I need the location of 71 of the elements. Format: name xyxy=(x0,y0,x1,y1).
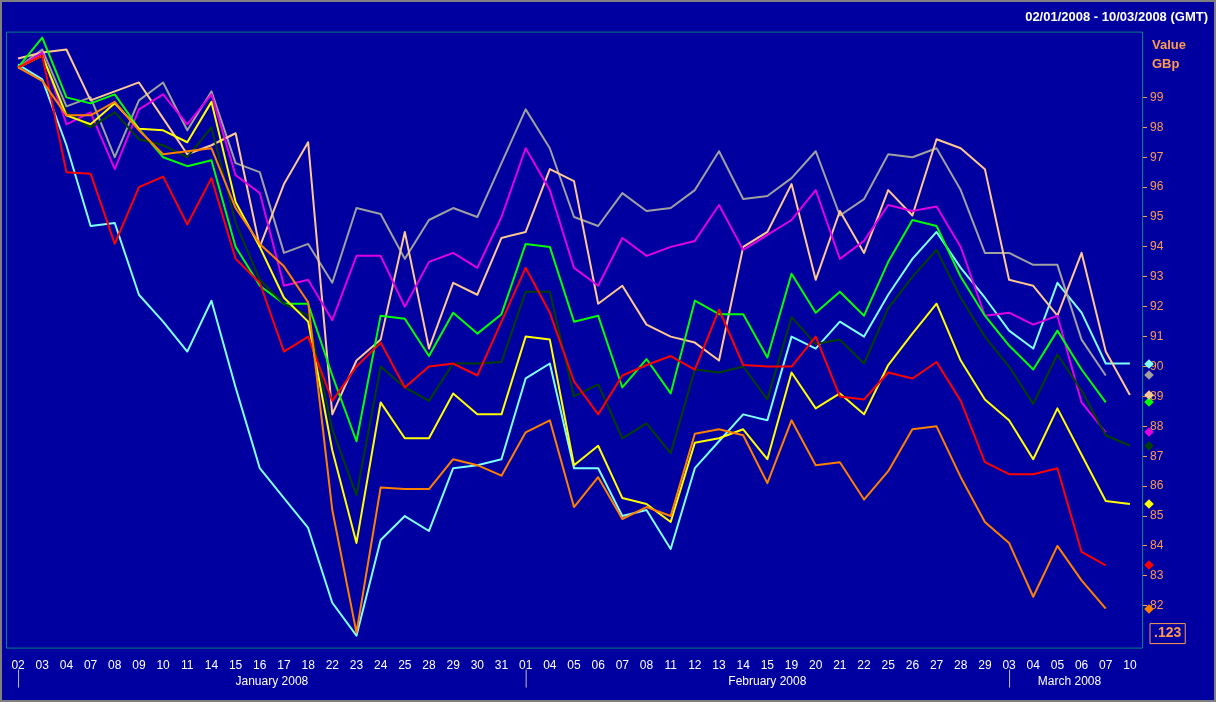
y-tick-label: 86 xyxy=(1150,478,1164,493)
y-tick-label: 98 xyxy=(1150,119,1164,134)
y-tick-label: 93 xyxy=(1150,269,1164,284)
chart-title: 02/01/2008 - 10/03/2008 (GMT) xyxy=(1025,9,1208,25)
y-tick-label: 97 xyxy=(1150,149,1164,164)
x-tick-label: 08 xyxy=(639,658,654,673)
x-tick-label: 04 xyxy=(1026,658,1041,673)
y-tick-label: 82 xyxy=(1150,598,1164,613)
x-tick-label: 03 xyxy=(1002,658,1017,673)
x-tick-label: 09 xyxy=(132,658,146,673)
x-tick-label: 22 xyxy=(325,658,340,673)
x-tick-label: 25 xyxy=(881,658,896,673)
x-tick-label: 27 xyxy=(929,658,944,673)
x-tick-label: 11 xyxy=(664,658,678,673)
x-tick-label: 20 xyxy=(809,658,823,673)
x-tick-label: 11 xyxy=(181,658,194,673)
y-tick-label: 84 xyxy=(1150,538,1164,553)
x-tick-label: 08 xyxy=(108,658,122,673)
y-tick-label: 85 xyxy=(1150,508,1164,523)
x-tick-label: 07 xyxy=(615,658,630,673)
x-tick-label: 28 xyxy=(954,658,968,673)
x-tick-label: 31 xyxy=(494,658,509,673)
x-tick-label: 19 xyxy=(784,658,799,673)
x-tick-label: 25 xyxy=(398,658,412,673)
text: .123 xyxy=(1154,624,1182,641)
x-tick-label: 13 xyxy=(712,658,727,673)
x-tick-label: 05 xyxy=(567,658,581,673)
x-tick-label: 04 xyxy=(59,658,74,673)
y-tick-label: 88 xyxy=(1150,418,1164,433)
x-tick-label: 03 xyxy=(35,658,50,673)
x-tick-label: 28 xyxy=(422,658,436,673)
y-tick-label: 94 xyxy=(1150,239,1164,254)
text: March 2008 xyxy=(1037,673,1102,688)
y-tick-label: 87 xyxy=(1150,448,1164,463)
x-tick-label: 21 xyxy=(833,658,847,673)
y-tick-label: 95 xyxy=(1150,209,1164,224)
x-tick-label: 26 xyxy=(905,658,920,673)
x-tick-label: 30 xyxy=(470,658,485,673)
x-tick-label: 01 xyxy=(518,658,533,673)
x-tick-label: 04 xyxy=(543,658,557,673)
x-tick-label: 24 xyxy=(373,658,388,673)
x-tick-label: 02 xyxy=(11,658,26,673)
x-tick-label: 07 xyxy=(1099,658,1113,673)
y-tick-label: 99 xyxy=(1150,89,1164,104)
x-tick-label: 05 xyxy=(1050,658,1065,673)
y-tick-label: 90 xyxy=(1150,358,1164,373)
y-tick-label: 91 xyxy=(1150,328,1164,343)
y-axis-title: Value GBp xyxy=(1152,37,1186,72)
x-tick-label: 22 xyxy=(857,658,872,673)
x-tick-label: 15 xyxy=(228,658,243,673)
x-tick-label: 15 xyxy=(760,658,775,673)
x-tick-label: 29 xyxy=(978,658,992,673)
x-tick-label: 06 xyxy=(1074,658,1089,673)
text: February 2008 xyxy=(728,673,807,688)
y-tick-label: 96 xyxy=(1150,179,1164,194)
x-tick-label: 10 xyxy=(1123,658,1137,673)
y-tick-label: 89 xyxy=(1150,388,1164,403)
x-tick-label: 23 xyxy=(349,658,364,673)
x-tick-label: 29 xyxy=(446,658,461,673)
text: January 2008 xyxy=(235,673,309,688)
x-tick-label: 07 xyxy=(83,658,98,673)
x-tick-label: 10 xyxy=(156,658,171,673)
x-tick-label: 14 xyxy=(204,658,219,673)
x-tick-label: 12 xyxy=(688,658,702,673)
x-tick-label: 14 xyxy=(736,658,751,673)
x-tick-label: 18 xyxy=(301,658,316,673)
x-tick-label: 16 xyxy=(253,658,267,673)
y-tick-label: 83 xyxy=(1150,568,1164,583)
y-tick-label: 92 xyxy=(1150,299,1164,314)
x-tick-label: 06 xyxy=(591,658,606,673)
x-tick-label: 17 xyxy=(277,658,291,673)
